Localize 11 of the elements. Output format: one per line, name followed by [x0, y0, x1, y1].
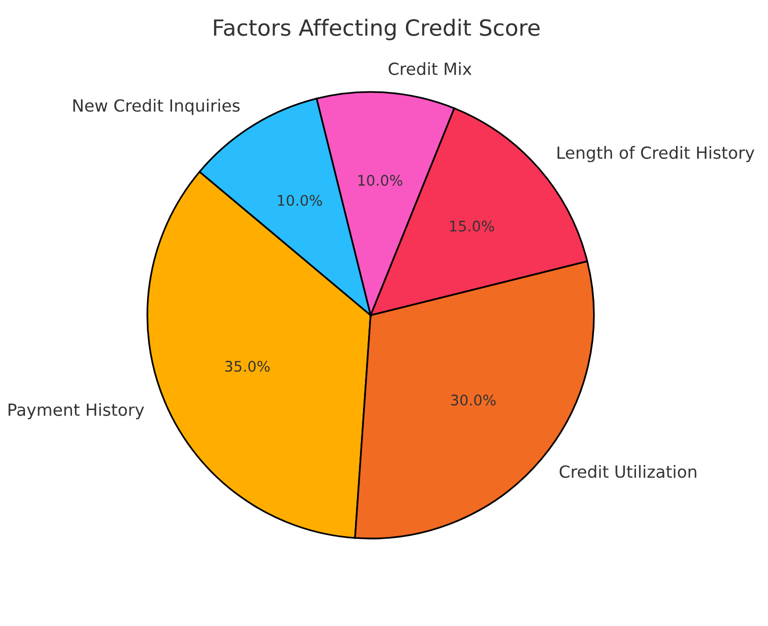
slice-label: Credit Mix	[388, 62, 472, 76]
data-label: 35.0%	[225, 360, 270, 372]
slice-label: Length of Credit History	[558, 146, 754, 162]
slice-label: New Credit Inquiries	[73, 98, 240, 116]
data-label: 10.0%	[278, 194, 322, 206]
data-label: 30.0%	[451, 394, 496, 406]
slice-label: Payment History	[8, 403, 144, 420]
data-label: 10.0%	[358, 174, 402, 186]
slice-label: Credit Utilization	[560, 465, 696, 478]
data-label: 15.0%	[450, 220, 494, 232]
chart-title: Factors Affecting Credit Score	[214, 18, 540, 40]
